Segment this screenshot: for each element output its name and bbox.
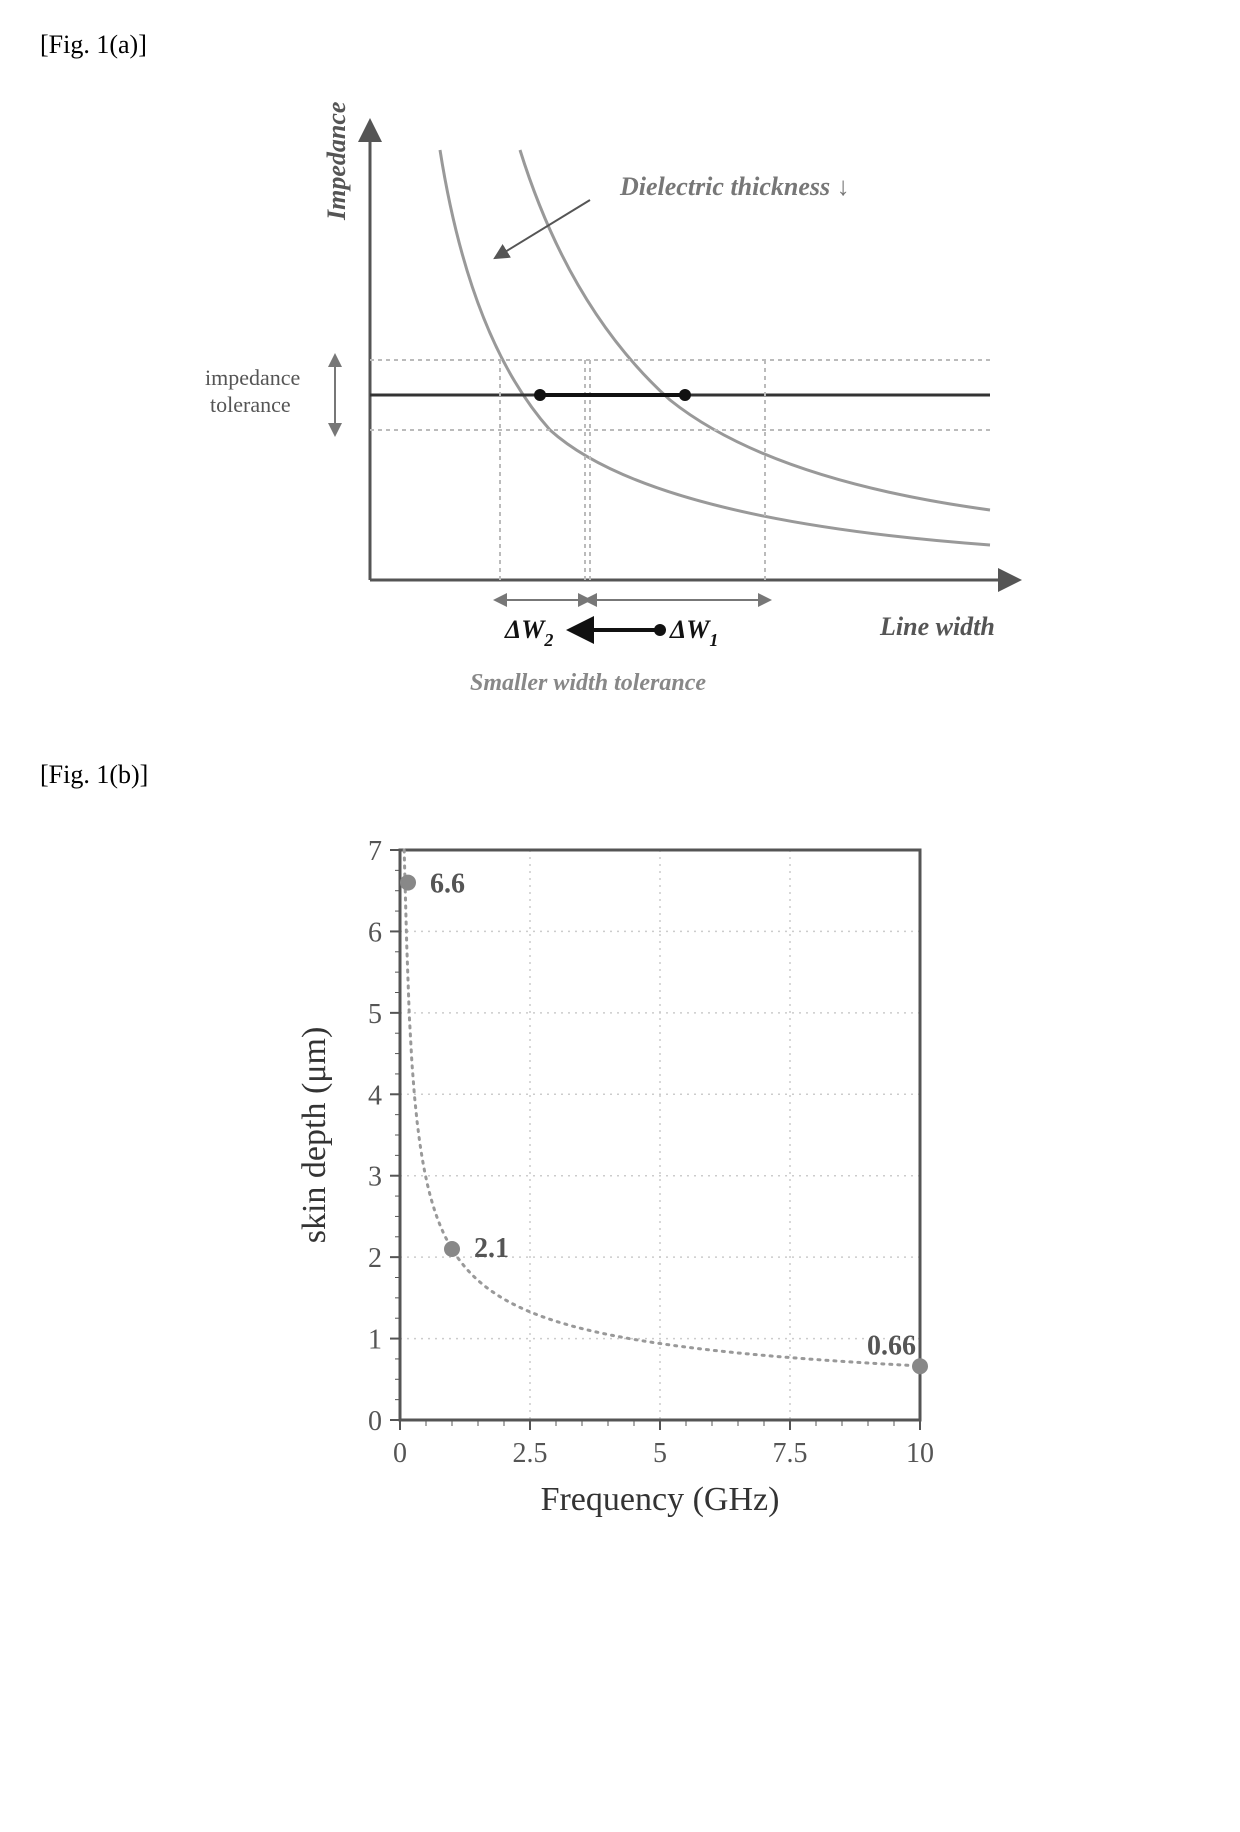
fig-b-xtick-label: 5: [653, 1438, 667, 1469]
fig-b-curve: [404, 850, 920, 1366]
fig-b-ytick-label: 6: [368, 917, 382, 948]
fig-a-svg: Impedance Line width Dielectric thicknes…: [170, 80, 1070, 720]
fig-a-panel: Impedance Line width Dielectric thicknes…: [170, 80, 1070, 720]
fig-b-ytick-label: 1: [368, 1325, 382, 1356]
fig-b-marker-label: 6.6: [430, 869, 465, 900]
fig-a-caption: Smaller width tolerance: [470, 670, 706, 696]
fig-a-tol-label-1: impedance: [205, 365, 300, 390]
fig-a-xlabel: Line width: [879, 612, 995, 641]
fig-a-dw1-text: ΔW1: [669, 615, 718, 650]
fig-b-xtick-label: 2.5: [513, 1438, 548, 1469]
fig-b-ytick-label: 2: [368, 1243, 382, 1274]
fig-b-marker: [444, 1241, 460, 1257]
fig-a-label: [Fig. 1(a)]: [40, 30, 1200, 60]
fig-b-xtick-label: 7.5: [773, 1438, 808, 1469]
fig-b-ytick-label: 0: [368, 1406, 382, 1437]
fig-b-marker-label: 2.1: [474, 1233, 509, 1264]
fig-b-ylabel: skin depth (μm): [296, 1027, 333, 1244]
fig-a-ylabel: Impedance: [322, 102, 351, 221]
fig-a-annot: Dielectric thickness ↓: [619, 172, 850, 201]
fig-b-xlabel: Frequency (GHz): [541, 1481, 780, 1518]
fig-b-xtick-label: 10: [906, 1438, 934, 1469]
fig-b-xtick-label: 0: [393, 1438, 407, 1469]
fig-a-width-arrow-dot: [654, 624, 666, 636]
fig-b-svg: 0 2.5 5 7.5 10 0 1 2 3 4 5 6 7 6.6 2.1 0.66 Frequency (G…: [270, 810, 970, 1570]
fig-b-ytick-label: 5: [368, 999, 382, 1030]
fig-a-dw2-text: ΔW2: [504, 615, 553, 650]
fig-a-curve-1: [440, 150, 990, 545]
fig-b-ytick-label: 4: [368, 1080, 382, 1111]
fig-b-label: [Fig. 1(b)]: [40, 760, 1200, 790]
fig-a-tol-label-2: tolerance: [210, 392, 291, 417]
fig-b-ytick-label: 3: [368, 1162, 382, 1193]
fig-b-marker: [400, 875, 416, 891]
fig-b-panel: 0 2.5 5 7.5 10 0 1 2 3 4 5 6 7 6.6 2.1 0.66 Frequency (G…: [270, 810, 970, 1570]
fig-a-annot-arrow: [500, 200, 590, 255]
fig-b-marker-label: 0.66: [867, 1330, 916, 1361]
fig-b-ytick-label: 7: [368, 836, 382, 867]
